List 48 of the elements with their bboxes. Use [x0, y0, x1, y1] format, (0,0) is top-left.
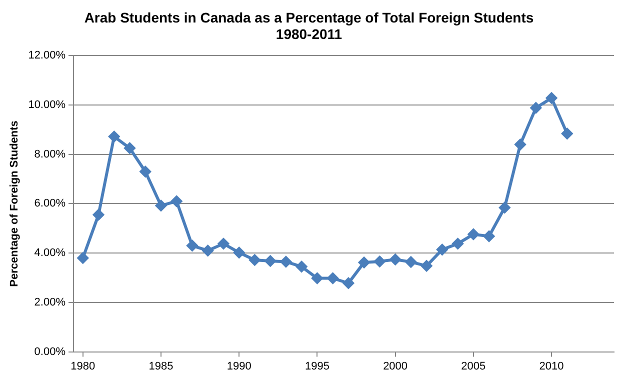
y-tick-label: 8.00%: [34, 148, 66, 160]
point: [546, 92, 558, 104]
point: [186, 240, 198, 252]
point: [342, 278, 354, 289]
x-tick-label: 1985: [148, 360, 174, 372]
point: [499, 202, 510, 214]
x-tick-label: 2000: [383, 360, 408, 372]
y-tick-label: 12.00%: [28, 50, 66, 62]
chart-title: Arab Students in Canada as a Percentage of Total Foreign Students 1980-2011: [84, 9, 534, 42]
point: [249, 254, 260, 266]
y-tick-label: 0.00%: [34, 346, 66, 358]
y-axis-title: Percentage of Foreign Students: [8, 120, 21, 287]
point: [468, 228, 479, 240]
y-tick-label: 6.00%: [34, 198, 66, 210]
x-tick-label: 2010: [539, 360, 564, 372]
point: [390, 254, 401, 265]
point: [280, 256, 292, 268]
point: [530, 102, 542, 114]
point: [405, 256, 416, 268]
point: [202, 245, 214, 256]
point: [171, 196, 182, 207]
point: [327, 272, 338, 284]
x-tick-label: 2005: [461, 360, 486, 372]
point: [140, 166, 151, 178]
point: [218, 238, 229, 250]
point: [93, 209, 104, 220]
point: [562, 128, 573, 140]
x-tick-label: 1990: [226, 360, 252, 372]
point: [77, 252, 88, 264]
point: [312, 272, 323, 284]
point: [421, 260, 432, 272]
y-tick-label: 10.00%: [28, 99, 66, 111]
y-tick-label: 2.00%: [34, 296, 66, 308]
x-tick-label: 1980: [70, 360, 96, 372]
point: [514, 138, 526, 150]
point: [452, 238, 464, 250]
point: [436, 244, 448, 256]
point: [374, 256, 386, 267]
x-tick-label: 1995: [304, 360, 330, 372]
point: [264, 255, 276, 266]
point: [124, 142, 136, 154]
point: [234, 247, 245, 258]
y-tick-label: 4.00%: [34, 247, 66, 260]
point: [296, 261, 308, 272]
point: [155, 200, 166, 212]
point: [358, 256, 370, 268]
point: [108, 131, 120, 142]
point: [484, 230, 495, 242]
